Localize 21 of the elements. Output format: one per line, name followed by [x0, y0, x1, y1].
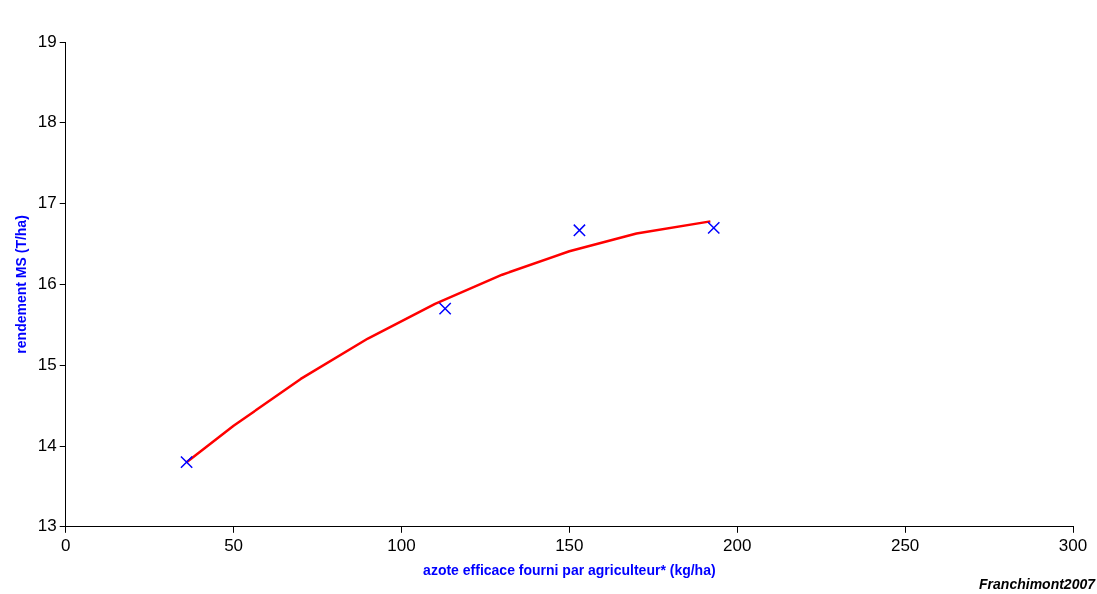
x-axis-title: azote efficace fourni par agriculteur* (kg/ha) — [423, 562, 716, 579]
y-tick-label: 18 — [37, 112, 57, 132]
x-tick-label: 250 — [890, 535, 920, 555]
point — [180, 455, 193, 469]
x-tick-label: 50 — [224, 535, 244, 555]
point — [438, 302, 452, 316]
y-tick-label: 15 — [37, 354, 57, 374]
y-axis-title: rendement MS (T/ha) — [13, 215, 30, 354]
y-tick-label: 17 — [37, 193, 57, 213]
y-tick-label: 16 — [37, 274, 57, 294]
x-tick-label: 150 — [555, 535, 584, 555]
y-tick-label: 13 — [37, 516, 57, 536]
x-tick-label: 100 — [387, 535, 416, 555]
point — [707, 221, 721, 235]
x-tick-label: 0 — [60, 535, 71, 555]
y-tick-label: 19 — [37, 31, 57, 51]
x-tick-label: 300 — [1058, 535, 1088, 555]
x-tick-label: 200 — [723, 535, 752, 555]
point — [573, 223, 586, 237]
text: Franchimont2007 — [979, 576, 1095, 592]
y-tick-label: 14 — [37, 435, 57, 455]
